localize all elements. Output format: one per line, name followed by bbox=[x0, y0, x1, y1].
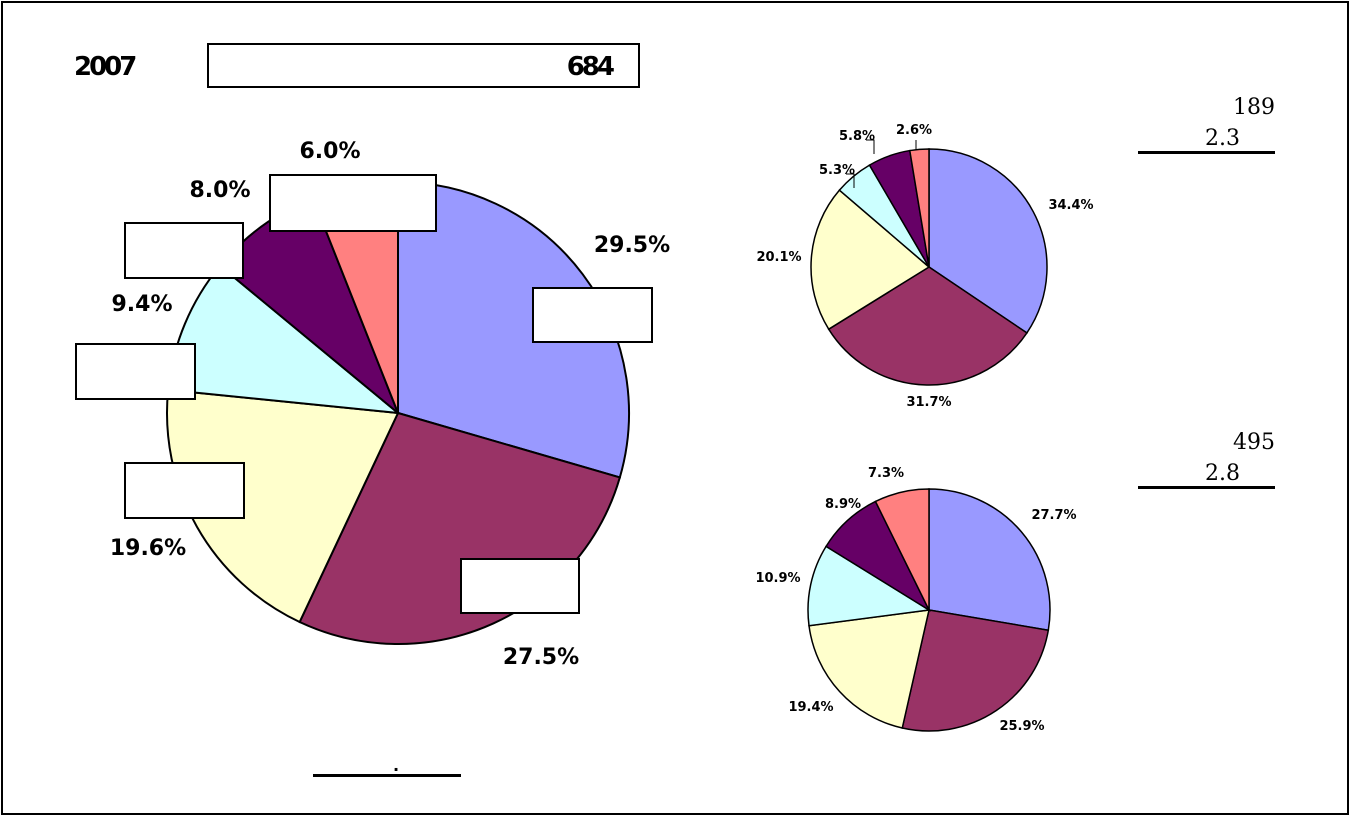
data-label: 31.7% bbox=[906, 395, 951, 410]
category-label-box bbox=[124, 462, 245, 519]
bottom-rule bbox=[313, 774, 461, 777]
pie-slice bbox=[874, 488, 930, 611]
data-label: 27.7% bbox=[1031, 508, 1076, 523]
data-label: 5.3% bbox=[819, 163, 855, 178]
data-label: 10.9% bbox=[755, 571, 800, 586]
data-label: 34.4% bbox=[1048, 198, 1093, 213]
data-label: 6.0% bbox=[299, 139, 360, 164]
data-label: 2.6% bbox=[896, 123, 932, 138]
pie-slice bbox=[901, 609, 1050, 732]
pie-slice bbox=[808, 609, 930, 729]
data-label: 5.8% bbox=[839, 129, 875, 144]
data-label: 25.9% bbox=[999, 719, 1044, 734]
header-total: 684 bbox=[566, 52, 615, 82]
bottom-note: . bbox=[393, 756, 400, 775]
data-label: 8.0% bbox=[189, 178, 250, 203]
category-label-box bbox=[124, 222, 244, 279]
pie-slice bbox=[928, 148, 1048, 334]
header-total-box: 684 bbox=[207, 43, 640, 88]
data-label: 7.3% bbox=[868, 466, 904, 481]
category-label-box bbox=[75, 343, 196, 400]
pie-slice bbox=[166, 388, 400, 624]
pie-slice bbox=[827, 266, 1028, 386]
side-note-count: 495 bbox=[1233, 430, 1275, 455]
leader-line bbox=[866, 139, 875, 154]
data-label: 27.5% bbox=[503, 645, 579, 670]
data-label: 20.1% bbox=[756, 250, 801, 265]
data-label: 8.9% bbox=[825, 497, 861, 512]
side-note-rule bbox=[1138, 151, 1275, 154]
pie-slice bbox=[397, 180, 630, 479]
side-note-ratio: 2.8 bbox=[1205, 461, 1240, 486]
data-label: 19.6% bbox=[110, 536, 186, 561]
category-label-box bbox=[532, 287, 653, 343]
leader-line bbox=[846, 173, 855, 188]
pie-slice bbox=[908, 148, 930, 268]
pie-slice bbox=[928, 488, 1051, 632]
data-label: 29.5% bbox=[594, 233, 670, 258]
side-note-rule bbox=[1138, 486, 1275, 489]
category-label-box bbox=[269, 174, 437, 232]
pie-slice bbox=[810, 189, 931, 331]
category-label-box bbox=[460, 558, 580, 614]
data-label: 9.4% bbox=[111, 292, 172, 317]
side-note-ratio: 2.3 bbox=[1205, 126, 1240, 151]
data-label: 19.4% bbox=[788, 700, 833, 715]
pie-slice bbox=[807, 545, 932, 627]
header-year: 2007 bbox=[74, 52, 137, 82]
side-note-count: 189 bbox=[1233, 95, 1275, 120]
